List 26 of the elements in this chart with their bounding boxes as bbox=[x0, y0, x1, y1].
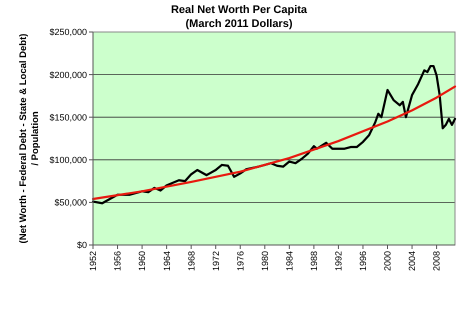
y-tick-label: $50,000 bbox=[54, 198, 87, 208]
x-tick-label: 1964 bbox=[162, 251, 172, 272]
x-tick-label: 1980 bbox=[260, 251, 270, 272]
x-tick-label: 1960 bbox=[137, 251, 148, 272]
x-tick-label: 1952 bbox=[88, 251, 98, 272]
y-tick-label: $200,000 bbox=[49, 70, 87, 80]
chart-subtitle: (March 2011 Dollars) bbox=[186, 18, 293, 30]
x-tick-label: 1988 bbox=[309, 251, 320, 272]
x-tick-label: 1976 bbox=[235, 251, 246, 272]
x-tick-label: 2008 bbox=[432, 251, 442, 272]
x-tick-label: 1968 bbox=[186, 251, 196, 272]
x-tick-label: 1956 bbox=[112, 251, 123, 272]
x-tick-label: 1984 bbox=[284, 251, 294, 272]
x-tick-label: 1992 bbox=[334, 251, 344, 272]
y-tick-label: $100,000 bbox=[49, 154, 87, 165]
chart-title: Real Net Worth Per Capita bbox=[170, 4, 308, 16]
y-tick-label: $150,000 bbox=[49, 112, 87, 122]
y-tick-label: $0 bbox=[76, 240, 87, 250]
line-series bbox=[92, 85, 456, 200]
y-tick-label: $250,000 bbox=[49, 27, 87, 38]
x-tick-label: 1972 bbox=[210, 251, 221, 272]
x-tick-label: 1996 bbox=[358, 251, 368, 272]
x-tick-label: 2000 bbox=[382, 251, 393, 272]
line-series bbox=[92, 64, 456, 204]
x-tick-label: 2004 bbox=[407, 251, 418, 272]
y-axis-title: (Net Worth - Federal Debt - State & Local Debt) / Population bbox=[18, 34, 41, 244]
